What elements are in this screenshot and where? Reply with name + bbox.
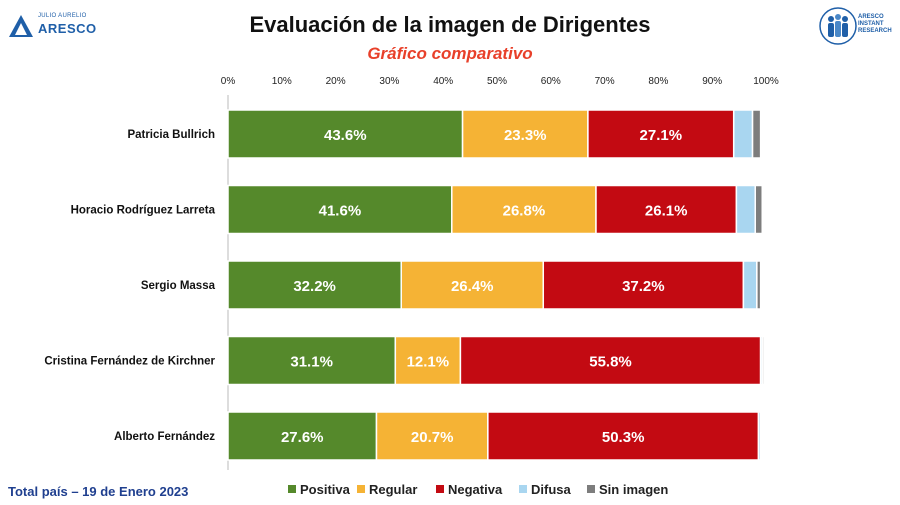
people-icon [819, 7, 857, 45]
x-tick-label: 80% [648, 76, 668, 87]
legend-swatch [357, 485, 365, 493]
bar-segment [595, 184, 738, 235]
bar-segment [461, 109, 589, 159]
bar-value-label: 32.2% [293, 278, 336, 295]
bar-segment [735, 184, 756, 235]
legend-swatch [519, 485, 527, 493]
x-tick-label: 0% [221, 76, 236, 87]
bar-value-label: 26.1% [645, 203, 688, 220]
x-tick-label: 40% [433, 76, 453, 87]
aresco-logo: JULIO AURELIO ARESCO [8, 10, 98, 50]
bar-value-label: 27.6% [281, 429, 324, 446]
legend-label: Sin imagen [599, 482, 668, 497]
bar-segment [227, 184, 453, 235]
aresco-instant-research-logo: ARESCO INSTANT RESEARCH [818, 6, 894, 48]
bar-value-label: 26.4% [451, 278, 494, 295]
category-label: Horacio Rodríguez Larreta [71, 205, 216, 217]
bar-segment [400, 260, 545, 310]
x-tick-label: 100% [753, 76, 779, 87]
bar-segment [459, 335, 762, 386]
x-tick-label: 10% [272, 76, 292, 87]
bar-segment [587, 109, 735, 159]
bar-value-label: 41.6% [319, 203, 362, 220]
legend-swatch [587, 485, 595, 493]
category-label: Patricia Bullrich [127, 129, 215, 141]
legend-label: Regular [369, 482, 417, 497]
chart-title: Evaluación de la imagen de Dirigentes [249, 12, 651, 37]
bar-value-label: 55.8% [589, 354, 632, 371]
chart-subtitle: Gráfico comparativo [367, 44, 533, 63]
category-label: Cristina Fernández de Kirchner [44, 356, 215, 368]
bar-value-label: 31.1% [290, 354, 333, 371]
bar-segment [759, 411, 762, 461]
logo-left-small-text: JULIO AURELIO [38, 13, 87, 19]
x-tick-label: 20% [326, 76, 346, 87]
bar-segment [227, 335, 397, 386]
legend-label: Positiva [300, 482, 351, 497]
footer-note: Total país – 19 de Enero 2023 [8, 484, 189, 499]
aresco-triangle-icon [9, 15, 33, 37]
bar-value-label: 26.8% [503, 203, 546, 220]
bar-value-label: 20.7% [411, 429, 454, 446]
bar-segment [451, 184, 597, 235]
category-label: Alberto Fernández [114, 431, 215, 443]
bar-segment [756, 260, 762, 310]
logo-left-name: ARESCO [38, 21, 97, 36]
legend-swatch [436, 485, 444, 493]
legend-label: Negativa [448, 482, 503, 497]
bar-segment [742, 260, 758, 310]
logo-right-line-3: RESEARCH [858, 28, 892, 34]
logo-right-line-2: INSTANT [858, 21, 884, 27]
bar-value-label: 23.3% [504, 127, 547, 144]
bar-segment [761, 335, 765, 386]
x-tick-label: 90% [702, 76, 722, 87]
bar-value-label: 12.1% [407, 354, 450, 371]
bar-value-label: 43.6% [324, 127, 367, 144]
logo-right-line-1: ARESCO [858, 14, 884, 20]
bar-value-label: 37.2% [622, 278, 665, 295]
bar-value-label: 27.1% [640, 127, 683, 144]
category-label: Sergio Massa [141, 280, 216, 292]
bar-segment [732, 109, 754, 159]
bar-segment [751, 109, 762, 159]
x-tick-label: 50% [487, 76, 507, 87]
bar-segment [227, 411, 378, 461]
bar-segment [487, 411, 760, 461]
legend-swatch [288, 485, 296, 493]
bar-value-label: 50.3% [602, 429, 645, 446]
bar-segment [754, 184, 763, 235]
x-tick-label: 70% [595, 76, 615, 87]
x-tick-label: 30% [379, 76, 399, 87]
legend-label: Difusa [531, 482, 572, 497]
x-tick-label: 60% [541, 76, 561, 87]
bar-segment [227, 109, 464, 159]
bar-segment [227, 260, 402, 310]
